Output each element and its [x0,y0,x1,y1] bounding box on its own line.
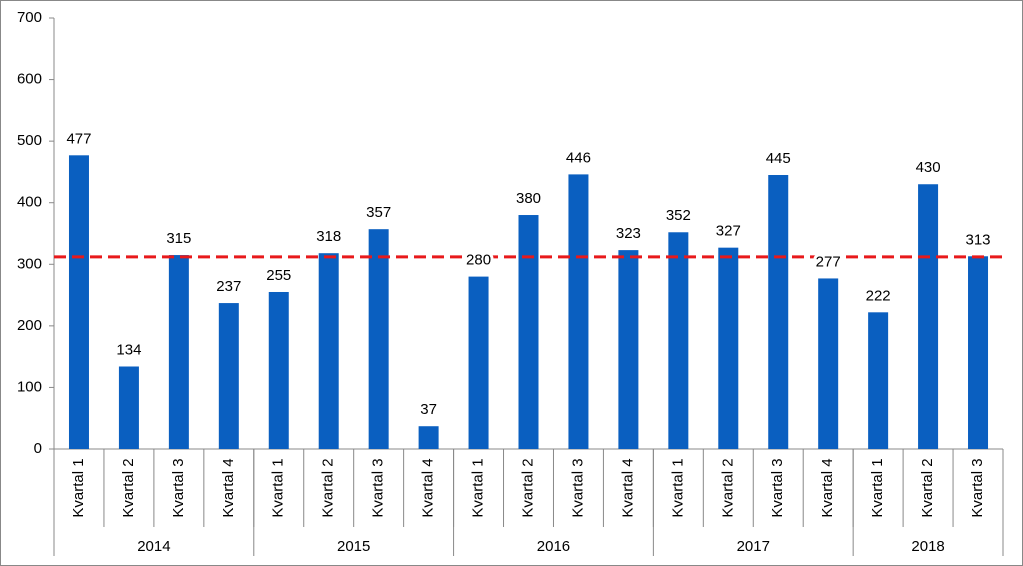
data-label: 134 [116,341,141,358]
x-tick-label: Kvartal 1 [70,458,87,517]
x-tick-label: Kvartal 1 [270,458,287,517]
bar [318,253,339,449]
x-tick-label: Kvartal 2 [519,458,536,517]
bar [868,312,889,449]
data-label: 323 [616,225,641,242]
data-label: 352 [666,207,691,224]
x-tick-label: Kvartal 4 [819,458,836,517]
data-label: 37 [420,401,437,418]
data-label: 255 [266,267,291,284]
x-tick-label: Kvartal 2 [120,458,137,517]
data-label: 477 [66,130,91,147]
x-tick-label: Kvartal 1 [669,458,686,517]
year-label: 2018 [911,538,944,555]
bar [168,255,189,449]
data-label: 430 [916,159,941,176]
y-tick-label: 200 [17,317,42,334]
year-label: 2014 [137,538,170,555]
x-tick-label: Kvartal 4 [220,458,237,517]
y-tick-label: 0 [34,440,42,457]
x-tick-label: Kvartal 2 [320,458,337,517]
data-label: 277 [816,253,841,270]
bar [418,426,439,449]
y-tick-label: 700 [17,9,42,26]
data-label: 357 [366,204,391,221]
x-tick-label: Kvartal 2 [919,458,936,517]
year-label: 2015 [337,538,370,555]
x-tick-label: Kvartal 3 [170,458,187,517]
y-tick-label: 600 [17,71,42,88]
data-label: 222 [866,287,891,304]
bar [668,232,689,449]
year-label: 2016 [537,538,570,555]
data-label: 380 [516,190,541,207]
bar [518,215,539,449]
bar [768,175,789,449]
bar [568,174,589,450]
bar [268,291,289,449]
bar [118,366,139,449]
x-tick-label: Kvartal 3 [569,458,586,517]
x-tick-label: Kvartal 1 [869,458,886,517]
y-tick-label: 100 [17,378,42,395]
data-label: 446 [566,149,591,166]
bar [818,278,839,449]
bar [968,256,989,449]
x-tick-label: Kvartal 3 [370,458,387,517]
x-tick-label: Kvartal 1 [470,458,487,517]
bar [468,276,489,449]
data-label: 313 [966,231,991,248]
bar [218,303,239,449]
data-label: 280 [466,252,491,269]
bar [718,247,739,449]
y-tick-label: 300 [17,255,42,272]
y-tick-label: 500 [17,132,42,149]
data-label: 445 [766,150,791,167]
data-label: 318 [316,228,341,245]
data-label: 237 [216,278,241,295]
data-label: 315 [166,230,191,247]
x-tick-label: Kvartal 3 [969,458,986,517]
data-label: 327 [716,223,741,240]
bar [918,184,939,449]
year-label: 2017 [737,538,770,555]
x-tick-label: Kvartal 4 [619,458,636,517]
y-tick-label: 400 [17,194,42,211]
bar [368,229,389,449]
bar [618,250,639,449]
bar [68,155,89,449]
x-tick-label: Kvartal 3 [769,458,786,517]
x-tick-label: Kvartal 4 [420,458,437,517]
x-tick-label: Kvartal 2 [719,458,736,517]
